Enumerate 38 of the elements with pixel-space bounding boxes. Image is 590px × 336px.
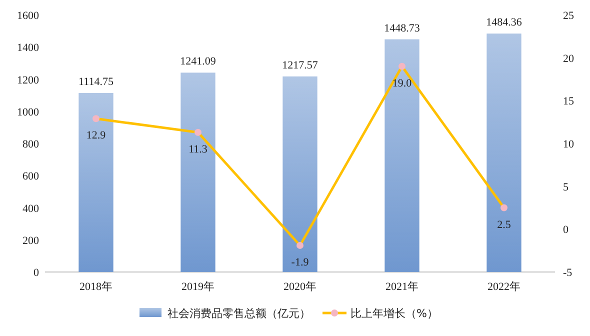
data-label: 11.3 [188, 143, 208, 156]
x-tick-label: 2020年 [284, 281, 316, 293]
bar [78, 92, 114, 272]
y-tick-label: 600 [22, 170, 40, 183]
data-label: 1484.36 [486, 16, 522, 29]
data-label: 19.0 [392, 77, 412, 90]
bar [282, 76, 318, 272]
x-tick-label: 2021年 [386, 281, 418, 293]
legend-label: 比上年增长（%） [350, 307, 438, 320]
bar [486, 34, 522, 272]
data-label: 1241.09 [180, 56, 216, 68]
y-tick-label: 1400 [17, 42, 40, 54]
y-tick-label: 1600 [17, 10, 40, 22]
data-label: 1114.75 [78, 76, 114, 88]
data-label: 12.9 [86, 130, 106, 142]
data-label: 1448.73 [384, 22, 420, 34]
y2-tick-label: -5 [563, 267, 573, 279]
y-tick-label: 1200 [17, 74, 40, 86]
data-label: -1.9 [291, 256, 310, 268]
y-tick-label: 1000 [17, 106, 40, 118]
bar [384, 39, 420, 272]
data-label: 1217.57 [282, 59, 318, 72]
x-tick-label: 2019年 [182, 281, 214, 293]
y2-tick-label: 0 [563, 224, 569, 236]
y2-tick-label: 10 [563, 138, 574, 150]
y2-tick-label: 5 [563, 181, 569, 194]
legend-label: 社会消费品零售总额（亿元） [168, 307, 310, 320]
y-tick-label: 0 [34, 267, 40, 279]
y2-tick-label: 25 [563, 10, 574, 22]
y2-tick-label: 20 [563, 52, 574, 65]
data-label: 2.5 [497, 218, 512, 231]
y-tick-label: 400 [22, 202, 40, 215]
y2-tick-label: 15 [563, 96, 574, 108]
y-tick-label: 800 [22, 138, 40, 150]
x-tick-label: 2022年 [488, 281, 520, 293]
y-tick-label: 200 [22, 234, 40, 247]
bar [180, 72, 216, 272]
x-tick-label: 2018年 [80, 281, 112, 293]
